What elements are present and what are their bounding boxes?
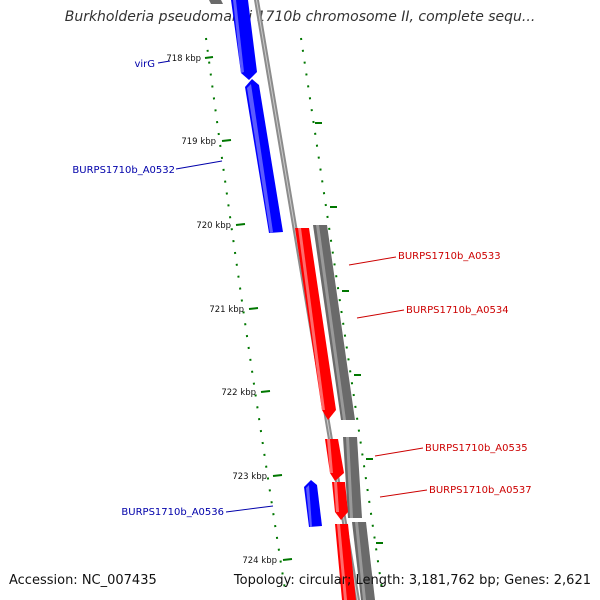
gene-label-a0533[interactable]: BURPS1710b_A0533	[398, 251, 501, 262]
accession-text: Accession: NC_007435	[9, 573, 157, 588]
gene-feature-a0536	[304, 480, 322, 527]
cds-features	[313, 225, 375, 600]
map-title: Burkholderia pseudomallei 1710b chromoso…	[64, 9, 536, 25]
tick-mark-720	[235, 223, 246, 226]
tick-mark-721	[248, 307, 259, 310]
tick-ring-outer	[300, 37, 384, 597]
gene-label-a0537[interactable]: BURPS1710b_A0537	[429, 485, 532, 496]
tick-label-718: 718 kbp	[166, 54, 201, 64]
tick-mark-724	[282, 558, 293, 561]
gene-label-a0536[interactable]: BURPS1710b_A0536	[121, 507, 224, 518]
tick-mark-719	[221, 139, 232, 142]
gene-feature-virg	[209, 0, 223, 4]
gene-label-a0535[interactable]: BURPS1710b_A0535	[425, 443, 528, 454]
tick-mark-722	[260, 390, 271, 393]
gene-label-virg[interactable]: virG	[134, 59, 155, 70]
tick-mark-723	[272, 474, 283, 477]
tick-mark-718	[204, 56, 214, 59]
forward-strand-features	[295, 228, 356, 600]
leader-lines	[157, 60, 428, 513]
tick-label-724: 724 kbp	[242, 556, 277, 566]
tick-label-722: 722 kbp	[221, 388, 256, 398]
gene-label-a0534[interactable]: BURPS1710b_A0534	[406, 305, 509, 316]
major-ticks	[204, 56, 383, 561]
tick-ring-inner	[205, 37, 287, 597]
reverse-strand-features	[209, 0, 322, 527]
tick-label-721: 721 kbp	[209, 305, 244, 315]
genome-summary-text: Topology: circular; Length: 3,181,762 bp…	[233, 573, 591, 588]
tick-label-720: 720 kbp	[196, 221, 231, 231]
gene-label-a0532[interactable]: BURPS1710b_A0532	[72, 165, 175, 176]
tick-label-723: 723 kbp	[232, 472, 267, 482]
tick-label-719: 719 kbp	[181, 137, 216, 147]
